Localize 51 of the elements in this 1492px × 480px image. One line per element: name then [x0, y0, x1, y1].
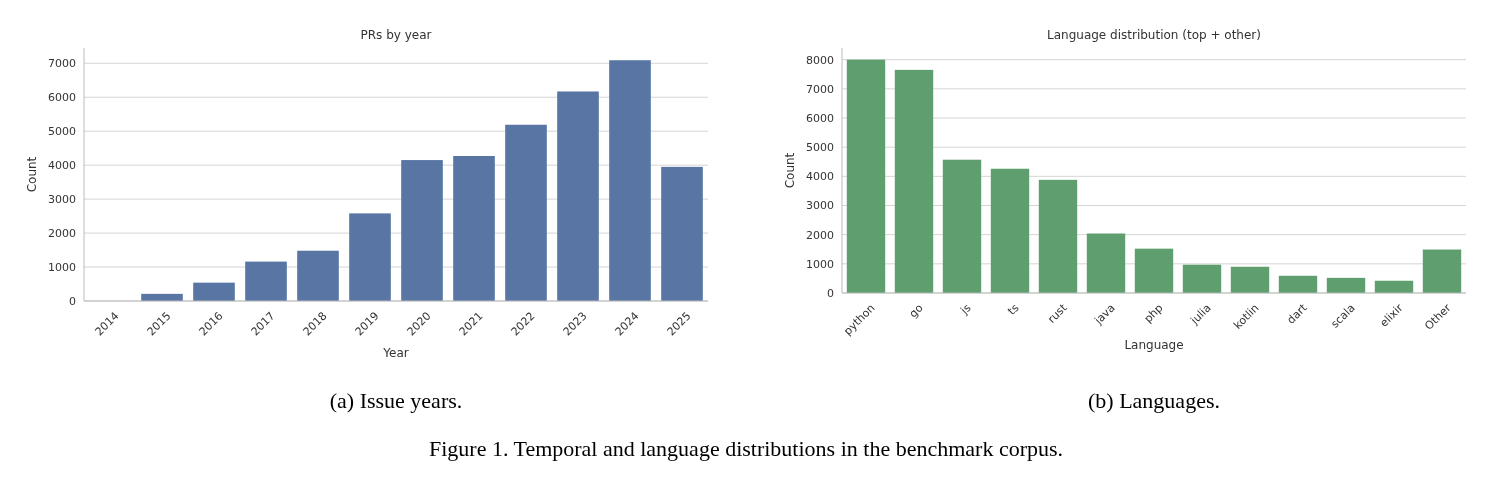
bar — [894, 69, 934, 293]
y-axis-title: Count — [25, 156, 39, 193]
x-axis-title: Year — [382, 346, 409, 360]
y-tick-label: 0 — [827, 286, 834, 300]
bar — [1278, 275, 1318, 293]
y-tick-label: 3000 — [48, 192, 76, 206]
chart-title: Language distribution (top + other) — [1047, 28, 1261, 42]
bar — [401, 160, 443, 301]
caption: Figure 1. Temporal and language distributions in the benchmark corpus. — [428, 436, 1064, 461]
bar — [846, 59, 886, 293]
y-tick-label: 7000 — [48, 57, 76, 71]
chart-title: PRs by year — [360, 28, 432, 42]
text: (a) Issue years. — [329, 388, 463, 413]
y-tick-label: 6000 — [806, 111, 834, 125]
y-tick-label: 6000 — [48, 91, 76, 105]
y-tick-label: 4000 — [48, 159, 76, 173]
bar — [942, 159, 982, 293]
y-tick-label: 4000 — [806, 170, 834, 184]
bar — [1230, 266, 1270, 293]
bar — [1182, 264, 1222, 293]
text: (b) Languages. — [1088, 388, 1220, 413]
bar — [297, 250, 339, 301]
y-tick-label: 1000 — [806, 257, 834, 271]
bar — [245, 261, 287, 301]
y-tick-label: 7000 — [806, 82, 834, 96]
x-tick-label: js — [957, 301, 974, 318]
y-axis-title: Count — [783, 152, 797, 189]
bar — [349, 213, 391, 301]
y-tick-label: 1000 — [48, 260, 76, 274]
x-tick-label: go — [906, 301, 926, 321]
y-tick-label: 5000 — [806, 141, 834, 155]
bar — [193, 282, 235, 301]
bar — [453, 155, 495, 301]
bar — [1086, 233, 1126, 293]
bar — [505, 124, 547, 301]
y-tick-label: 5000 — [48, 125, 76, 139]
x-axis-title: Language — [1124, 338, 1184, 352]
bar — [1038, 179, 1078, 293]
bar — [1326, 277, 1366, 293]
y-tick-label: 3000 — [806, 199, 834, 213]
bar — [557, 91, 599, 301]
bar — [990, 168, 1030, 293]
y-tick-label: 2000 — [806, 228, 834, 242]
bar — [1422, 249, 1462, 293]
y-tick-label: 8000 — [806, 53, 834, 67]
bar — [1134, 248, 1174, 293]
bar — [609, 60, 651, 301]
x-tick-label: ts — [1005, 301, 1022, 318]
bar — [661, 166, 703, 301]
y-tick-label: 0 — [69, 294, 76, 308]
y-tick-label: 2000 — [48, 226, 76, 240]
